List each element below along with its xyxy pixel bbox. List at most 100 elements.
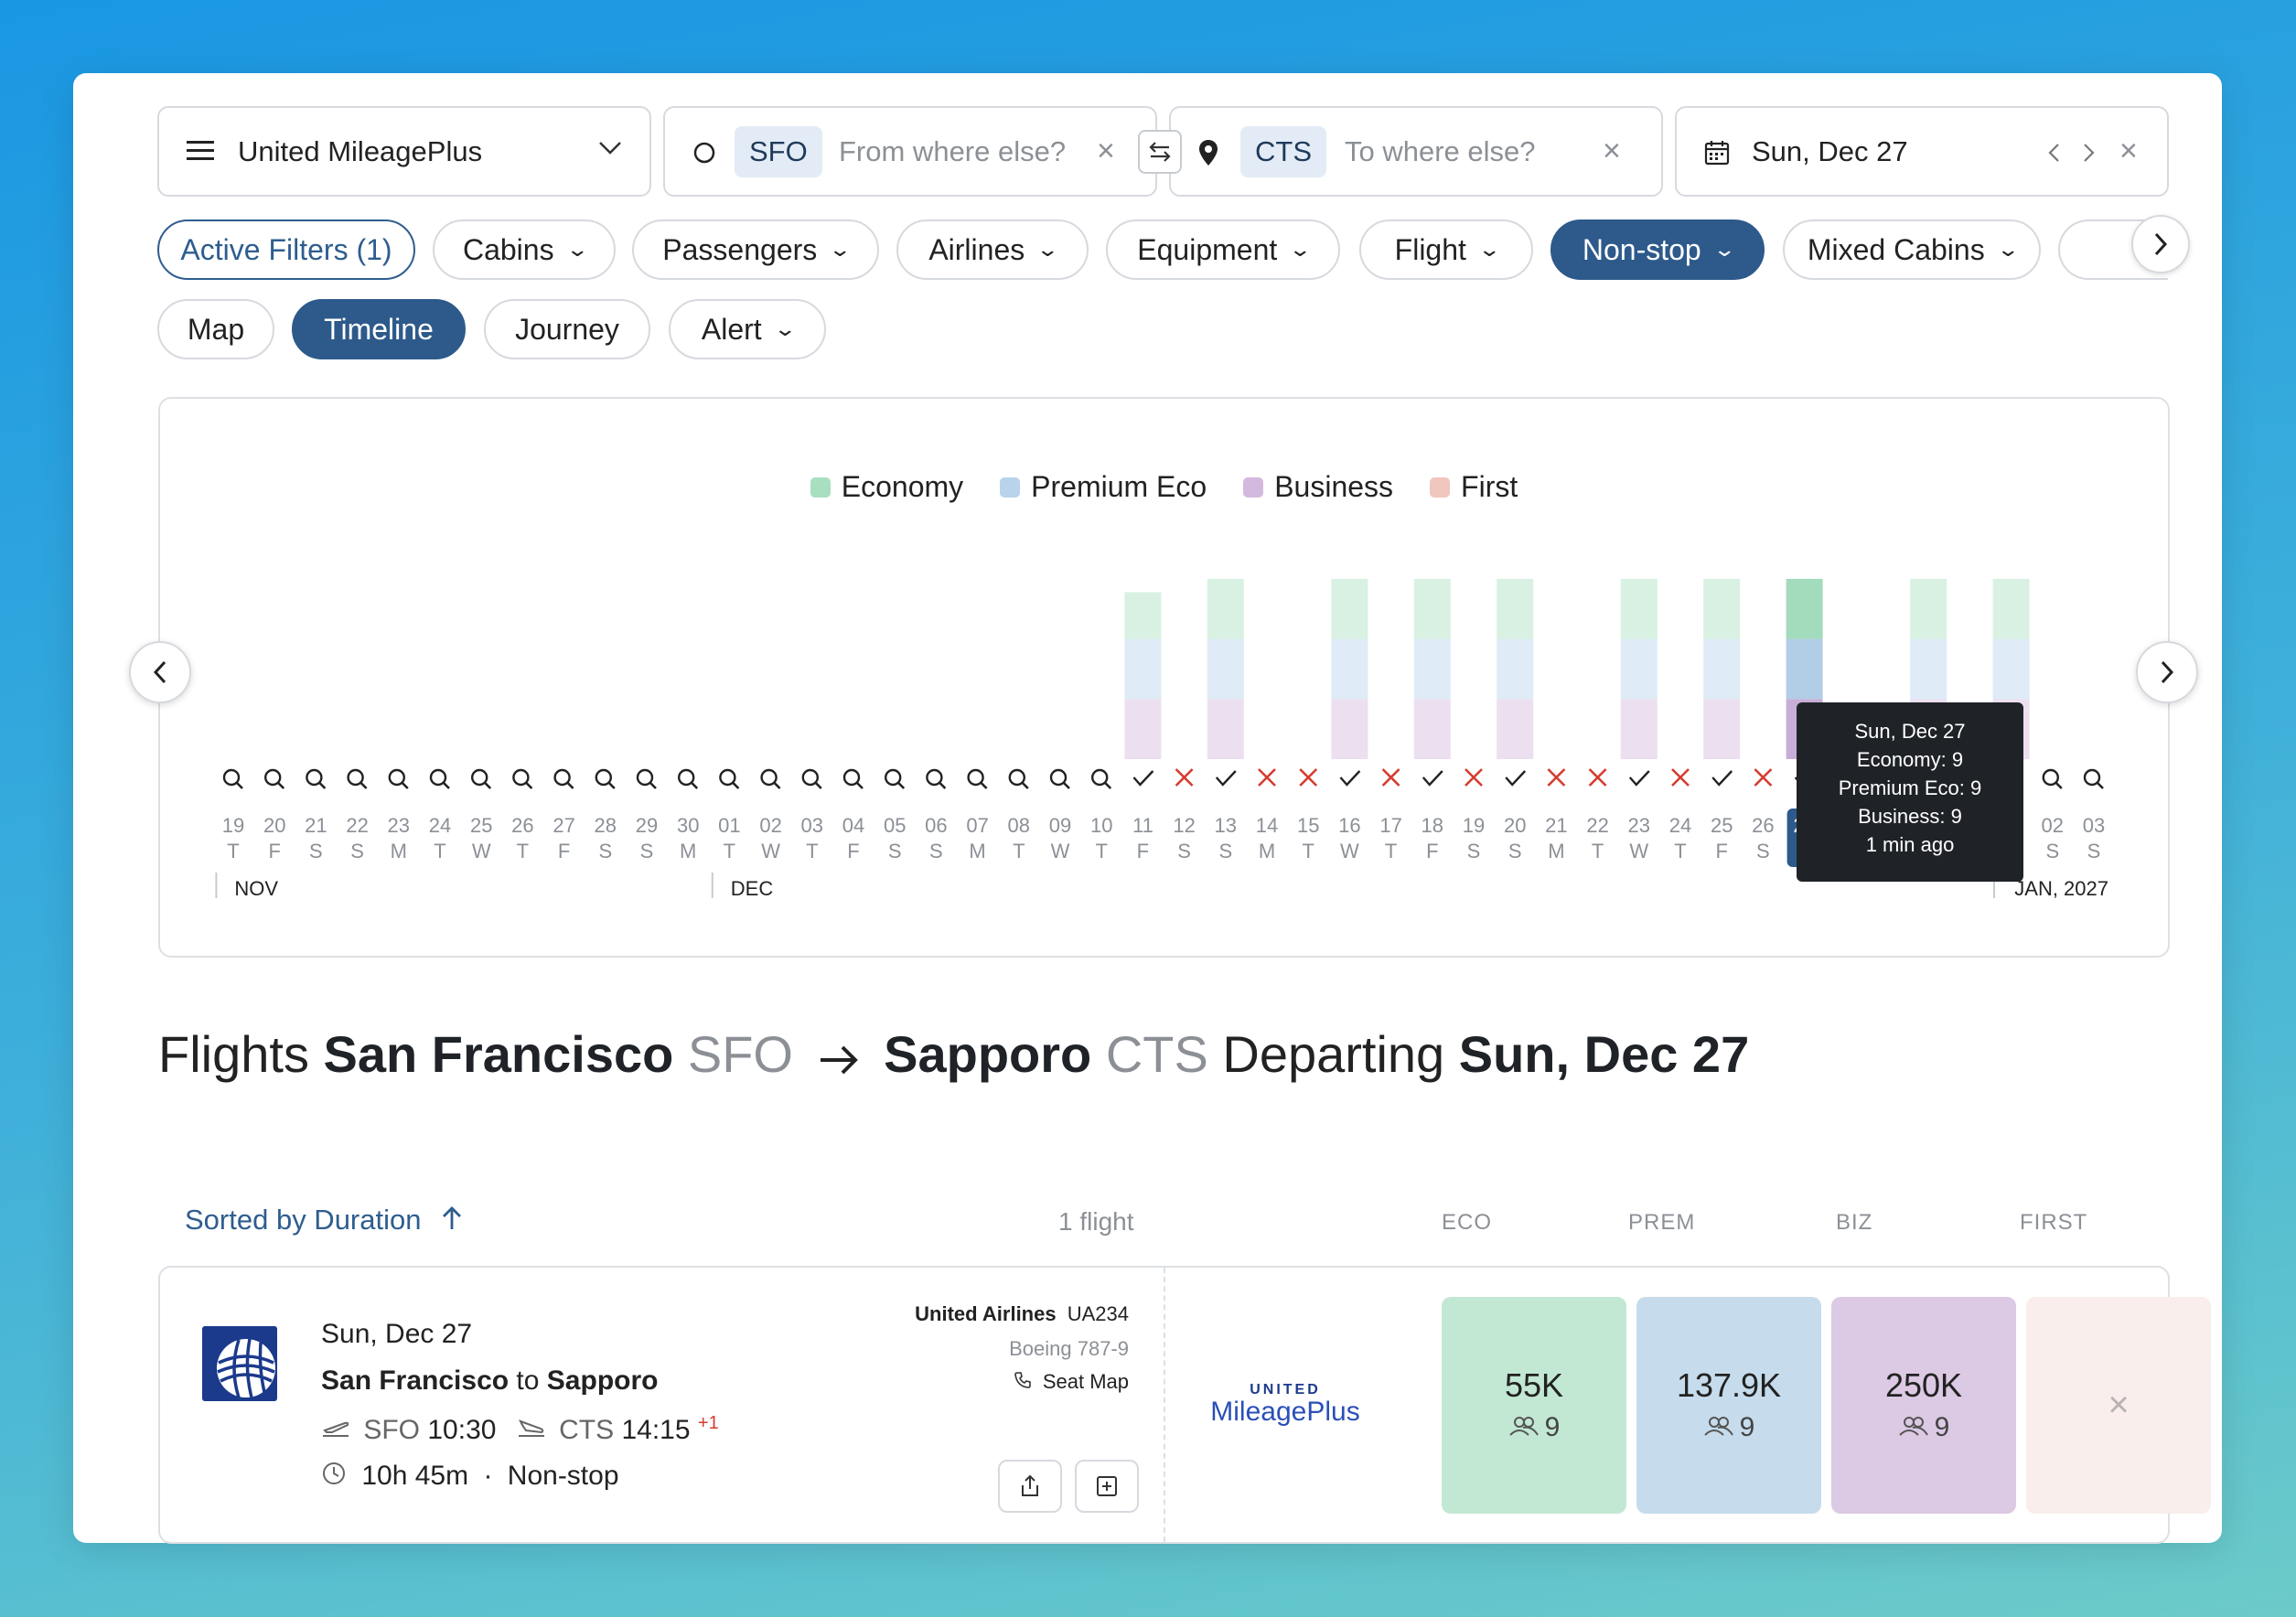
search-icon-handle [732, 782, 740, 789]
fare-premium[interactable]: 137.9K 9 [1636, 1297, 1821, 1514]
origin-input[interactable]: From where else? [839, 134, 1067, 167]
route-from-city: San Francisco [321, 1365, 510, 1396]
legend-premium[interactable]: Premium Eco [1000, 470, 1207, 504]
search-icon-handle [1104, 782, 1112, 789]
search-icon-handle [359, 782, 368, 789]
weekday-label: T [517, 840, 529, 862]
weekday-label: S [1467, 840, 1481, 862]
day-number-label: 18 [1422, 814, 1443, 837]
program-select[interactable]: United MileagePlus [157, 106, 651, 197]
bar-economy [1124, 592, 1162, 639]
check-icon [1132, 770, 1154, 787]
view-map[interactable]: Map [157, 299, 274, 359]
bar-business [1207, 699, 1244, 759]
arrow-up-icon [442, 1205, 462, 1238]
search-icon [801, 768, 819, 787]
fare-economy[interactable]: 55K 9 [1442, 1297, 1626, 1514]
share-button[interactable] [998, 1460, 1062, 1513]
filter-mixed-cabins[interactable]: Mixed Cabins ⌄ [1783, 220, 2041, 280]
date-clear-icon[interactable]: × [2119, 134, 2138, 168]
filter-cabins[interactable]: Cabins ⌄ [433, 220, 616, 280]
people-icon [1703, 1413, 1734, 1444]
active-filters-chip[interactable]: Active Filters (1) [157, 220, 415, 280]
check-icon [1215, 770, 1237, 787]
timeline-chart: 19 T 20 F 21 S 22 S 23 M 24 T 25 W 26 T 27 F 28 S 29 S 30 M 01 T 0… [215, 578, 2108, 900]
weekday-label: T [1095, 840, 1107, 862]
legend-business[interactable]: Business [1243, 470, 1393, 504]
filter-mixed-cabins-label: Mixed Cabins [1807, 232, 1985, 266]
filter-equipment-label: Equipment [1137, 232, 1278, 266]
destination-field[interactable]: CTS To where else? × [1169, 106, 1663, 197]
day-number-label: 16 [1338, 814, 1360, 837]
flight-route: San Francisco to Sapporo [321, 1365, 658, 1397]
view-timeline[interactable]: Timeline [292, 299, 466, 359]
search-icon-handle [277, 782, 285, 789]
search-icon [2083, 768, 2101, 787]
add-button[interactable] [1075, 1460, 1139, 1513]
seat-map-label: Seat Map [1042, 1370, 1129, 1393]
fare-economy-seat-count: 9 [1544, 1411, 1561, 1442]
sort-button[interactable]: Sorted by Duration [185, 1204, 462, 1238]
destination-input[interactable]: To where else? [1345, 134, 1536, 167]
day-number-label: 25 [470, 814, 492, 837]
search-icon [347, 768, 364, 787]
weekday-label: S [929, 840, 943, 862]
search-icon [678, 768, 695, 787]
card-divider [1164, 1268, 1165, 1542]
filters-scroll-right[interactable] [2131, 215, 2190, 273]
origin-field[interactable]: SFO From where else? × [663, 106, 1157, 197]
x-icon [1299, 768, 1318, 787]
weekday-label: F [847, 840, 859, 862]
seat-map-link[interactable]: Seat Map [1014, 1370, 1129, 1395]
chart-prev-button[interactable] [129, 641, 191, 703]
search-icon [842, 768, 861, 787]
bar-business [1413, 699, 1451, 759]
chevron-right-icon [2161, 660, 2174, 684]
chart-next-button[interactable] [2136, 641, 2198, 703]
search-icon [306, 768, 323, 787]
weekday-label: S [350, 840, 364, 862]
swap-button[interactable] [1138, 130, 1182, 174]
filter-airlines[interactable]: Airlines ⌄ [896, 220, 1089, 280]
alert-dropdown[interactable]: Alert ⌄ [669, 299, 826, 359]
people-icon [1898, 1413, 1929, 1444]
weekday-label: S [1177, 840, 1191, 862]
day-number-label: 07 [966, 814, 988, 837]
date-field[interactable]: Sun, Dec 27 × [1675, 106, 2169, 197]
prev-date-icon[interactable] [2047, 143, 2060, 167]
bar-premium-eco [1497, 638, 1534, 700]
flight-number: UA234 [1067, 1302, 1129, 1325]
legend-economy[interactable]: Economy [810, 470, 963, 504]
chevron-down-icon: ⌄ [1477, 238, 1502, 261]
flight-result-card[interactable]: Sun, Dec 27 San Francisco to Sapporo SFO… [158, 1266, 2211, 1544]
fare-business[interactable]: 250K 9 [1831, 1297, 2016, 1514]
chevron-down-icon: ⌄ [1712, 238, 1736, 261]
fare-premium-amount: 137.9K [1676, 1365, 1782, 1404]
bar-economy [1786, 578, 1823, 639]
filter-nonstop[interactable]: Non-stop ⌄ [1550, 220, 1765, 280]
day-number-label: 23 [1628, 814, 1650, 837]
day-number-label: 17 [1379, 814, 1401, 837]
view-journey[interactable]: Journey [484, 299, 650, 359]
search-icon-handle [566, 782, 574, 789]
next-date-icon[interactable] [2083, 143, 2096, 167]
united-globe-logo [202, 1326, 277, 1401]
filter-equipment[interactable]: Equipment ⌄ [1106, 220, 1340, 280]
aircraft-type: Boeing 787-9 [1009, 1337, 1129, 1360]
weekday-label: S [2087, 840, 2101, 862]
weekday-label: T [227, 840, 239, 862]
legend-first[interactable]: First [1430, 470, 1518, 504]
filter-passengers[interactable]: Passengers ⌄ [632, 220, 879, 280]
x-icon [1754, 768, 1773, 787]
filter-flight[interactable]: Flight ⌄ [1359, 220, 1533, 280]
search-icon [512, 768, 530, 787]
flight-duration: 10h 45m [361, 1461, 469, 1491]
destination-code-chip[interactable]: CTS [1240, 125, 1326, 177]
flight-count: 1 flight [1058, 1207, 1134, 1236]
destination-clear-icon[interactable]: × [1603, 134, 1621, 168]
origin-clear-icon[interactable]: × [1097, 134, 1115, 168]
origin-code-chip[interactable]: SFO [735, 125, 822, 177]
day-number-label: 08 [1008, 814, 1030, 837]
arrow-right-icon [819, 1029, 859, 1088]
separator-dot: · [483, 1461, 493, 1491]
